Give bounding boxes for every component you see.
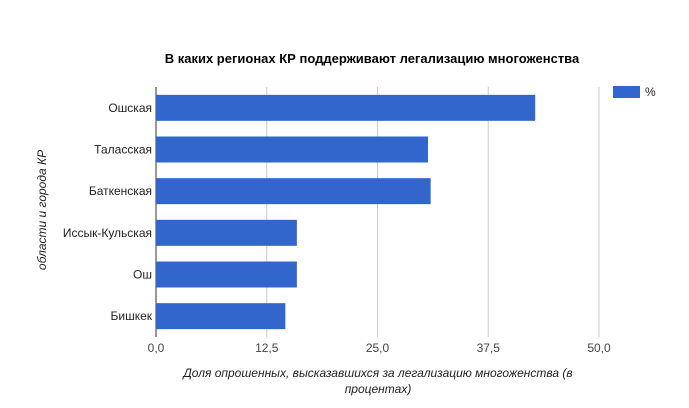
x-tick-label: 12,5 bbox=[255, 341, 279, 355]
chart-title: В каких регионах КР поддерживают легализ… bbox=[165, 51, 580, 66]
category-label: Таласская bbox=[94, 143, 152, 157]
y-axis-label: области и города КР bbox=[35, 150, 49, 270]
bar bbox=[156, 219, 297, 246]
x-tick-label: 37,5 bbox=[477, 341, 501, 355]
legend-label: % bbox=[645, 85, 656, 99]
bar bbox=[156, 303, 286, 330]
x-tick-label: 25,0 bbox=[366, 341, 390, 355]
x-tick-label: 0,0 bbox=[148, 341, 165, 355]
legend: % bbox=[613, 85, 656, 99]
bar bbox=[156, 94, 536, 121]
bars bbox=[156, 94, 536, 330]
legend-swatch bbox=[613, 86, 640, 98]
bar bbox=[156, 136, 429, 163]
category-labels: Ошская Таласская Баткенская Иссык-Кульская О… bbox=[63, 101, 153, 323]
x-axis-label-line1: Доля опрошенных, высказавшихся за легали… bbox=[181, 366, 572, 380]
x-tick-label: 50,0 bbox=[587, 341, 611, 355]
tick-labels: 0,0 12,5 25,0 37,5 50,0 bbox=[148, 341, 611, 355]
bar bbox=[156, 178, 431, 205]
category-label: Бишкек bbox=[110, 309, 152, 323]
bar bbox=[156, 261, 297, 288]
category-label: Иссык-Кульская bbox=[63, 226, 152, 240]
category-label: Ошская bbox=[108, 101, 152, 115]
category-label: Ош bbox=[133, 268, 152, 282]
x-axis-label-line2: процентах) bbox=[345, 382, 412, 396]
category-label: Баткенская bbox=[89, 184, 152, 198]
grid bbox=[155, 87, 600, 337]
